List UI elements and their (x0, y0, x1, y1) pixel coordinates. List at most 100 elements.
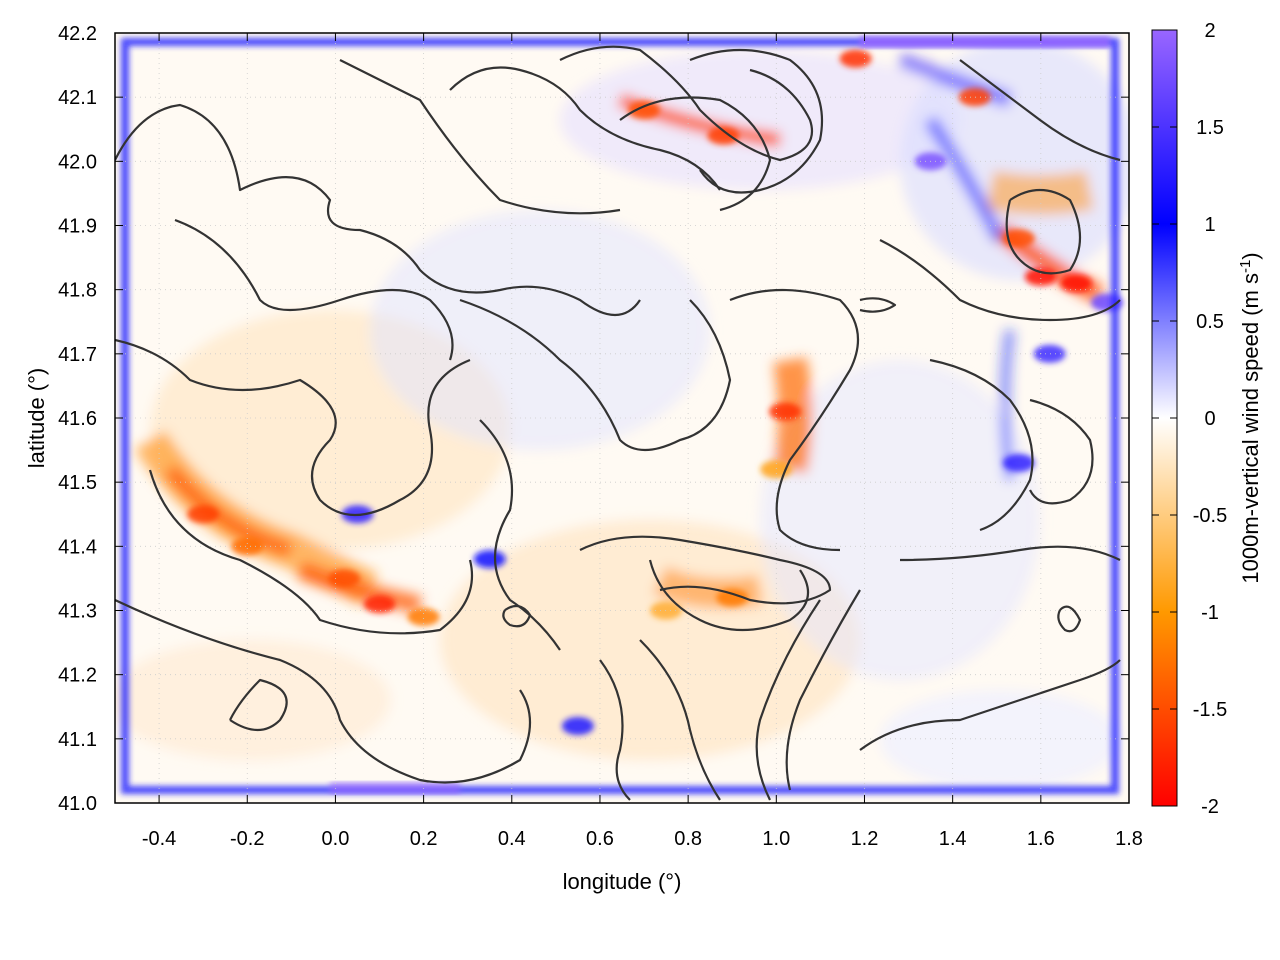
y-tick-label: 41.7 (58, 344, 97, 366)
feature-band (653, 566, 763, 609)
contour-line (174, 218, 454, 361)
colorbar-title-main: 1000m-vertical wind speed (m s (1238, 273, 1263, 584)
colorbar-title-sup: -1 (1237, 260, 1254, 273)
colorbar-tick-label: 1.5 (1196, 117, 1224, 139)
domain-boundary-rim-top (860, 36, 1110, 48)
hotspot-mark (1060, 274, 1093, 293)
x-tick-label: 1.6 (1027, 828, 1055, 850)
contour-line (785, 589, 861, 791)
contour-line (729, 288, 860, 552)
colorbar-tick-label: 0.5 (1196, 311, 1224, 333)
contour-line (859, 297, 897, 313)
field-texture (115, 640, 390, 760)
feature-band (296, 561, 422, 614)
y-tick-label: 41.3 (58, 601, 97, 623)
x-tick-label: 1.4 (939, 828, 967, 850)
x-tick-label: 0.8 (674, 828, 702, 850)
hotspot-mark (958, 88, 991, 107)
colorbar: 2 1.5 1 0.5 0 -0.5 -1 -1.5 -2 1000m-vertical win… (1151, 20, 1263, 818)
feature-band (897, 52, 1013, 108)
y-tick-label: 41.0 (58, 793, 97, 815)
contour-line (502, 604, 532, 628)
contour-line (648, 559, 810, 632)
contour-line (599, 659, 631, 801)
hotspot-mark (1002, 453, 1035, 472)
contour-line (639, 639, 721, 801)
y-tick-label: 41.9 (58, 216, 97, 238)
contour-line (1057, 605, 1082, 633)
field-texture (560, 50, 960, 190)
field-texture (900, 40, 1129, 280)
y-tick-label: 41.1 (58, 729, 97, 751)
domain-boundary-rim-bottom (330, 782, 460, 794)
hotspot-mark (628, 101, 661, 119)
colorbar-tick-label: 0 (1204, 408, 1215, 430)
hotspot-mark (328, 569, 361, 588)
hotspot-mark (561, 717, 594, 735)
colorbar-tick-label: -0.5 (1193, 505, 1227, 527)
colorbar-tick-label: -1.5 (1193, 699, 1227, 721)
y-tick-label: 42.0 (58, 151, 97, 173)
contour-line (115, 338, 471, 517)
contour-line (115, 599, 531, 784)
x-tick-label: 0.6 (586, 828, 614, 850)
contour-line (689, 48, 824, 194)
x-axis: -0.4 -0.2 0.0 0.2 0.4 0.6 0.8 1.0 1.2 1.4 1.6 1.8 (142, 33, 1143, 850)
colorbar-title: 1000m-vertical wind speed (m s-1) (1237, 252, 1263, 583)
x-tick-label: 0.2 (410, 828, 438, 850)
contour-line (479, 419, 561, 651)
contour-line (859, 659, 1121, 751)
colorbar-tick-label: 1 (1204, 214, 1215, 236)
y-tick-label: 41.6 (58, 408, 97, 430)
colorbar-tick-label: -1 (1201, 602, 1219, 624)
y-tick-label: 41.5 (58, 472, 97, 494)
field-texture (760, 360, 1040, 680)
x-tick-label: 0.0 (322, 828, 350, 850)
y-tick-label: 41.4 (58, 536, 97, 558)
hotspot-mark (231, 537, 264, 556)
contour-line (229, 678, 288, 732)
contour-line (619, 96, 772, 212)
contour-line (929, 358, 1034, 532)
hotspot-mark (363, 595, 396, 614)
y-axis-title: latitude (°) (24, 368, 49, 469)
x-tick-label: 0.4 (498, 828, 526, 850)
y-tick-label: 42.2 (58, 23, 97, 45)
x-tick-label: 1.8 (1115, 828, 1143, 850)
feature-band (164, 465, 292, 557)
hotspot-mark (473, 550, 506, 569)
field-texture (370, 210, 710, 450)
domain-boundary-rim (121, 38, 1119, 794)
contour-line (449, 66, 721, 191)
hotspot-mark (769, 402, 802, 421)
contour-line (899, 545, 1121, 562)
y-tick-label: 41.2 (58, 665, 97, 687)
hotspot-mark (407, 607, 440, 626)
contour-line (339, 59, 621, 215)
hotspot-mark (707, 126, 740, 145)
contour-line (579, 535, 832, 605)
x-tick-label: -0.2 (230, 828, 264, 850)
grid-lines (115, 33, 1129, 803)
contour-line (459, 298, 732, 451)
x-tick-label: 1.0 (762, 828, 790, 850)
colorbar-tick-label: -2 (1201, 796, 1219, 818)
hotspot-mark (650, 601, 683, 620)
colorbar-ticks: 2 1.5 1 0.5 0 -0.5 -1 -1.5 -2 (1152, 20, 1227, 818)
contour-line (115, 103, 641, 316)
colorbar-tick-label: 2 (1204, 20, 1215, 42)
x-tick-label: -0.4 (142, 828, 176, 850)
y-axis: 41.0 41.1 41.2 41.3 41.4 41.5 41.6 41.7 41.8 41.9… (58, 23, 1129, 815)
hotspot-mark (1002, 229, 1035, 248)
hotspot-mark (839, 49, 872, 68)
contour-line (559, 45, 814, 162)
field-blobs (115, 40, 1129, 790)
hotspot-mark (187, 505, 220, 524)
y-tick-label: 42.1 (58, 87, 97, 109)
heatmap-field (115, 33, 1129, 803)
contour-line (148, 469, 474, 635)
x-axis-title: longitude (°) (563, 869, 682, 894)
y-tick-label: 41.8 (58, 280, 97, 302)
contour-line (1029, 398, 1094, 505)
